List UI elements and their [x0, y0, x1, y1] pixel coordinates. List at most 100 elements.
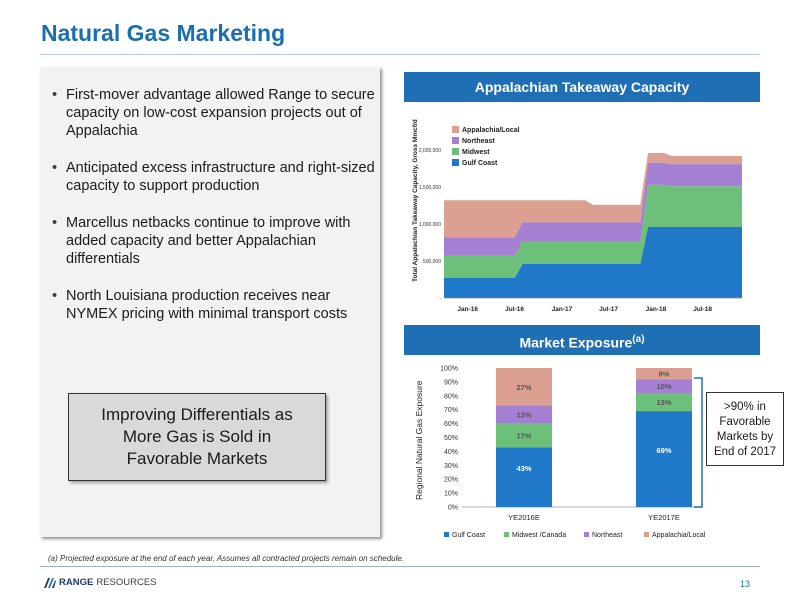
area-legend-swatch	[452, 126, 459, 133]
bullet-item: Anticipated excess infrastructure and ri…	[52, 159, 377, 195]
bar-segment	[636, 379, 692, 394]
bar-legend-swatch	[584, 532, 589, 537]
area-y-tick-label: 1,500,000	[419, 185, 441, 191]
bar-y-tick-label: 90%	[444, 379, 458, 386]
bar-legend-label: Northeast	[592, 532, 622, 539]
bullet-item: First-mover advantage allowed Range to s…	[52, 86, 377, 140]
bar-data-label: 27%	[516, 383, 531, 392]
bar-legend: Gulf Coast Midwest /Canada Northeast Appala…	[444, 532, 706, 539]
area-layers	[444, 153, 742, 298]
bar-category-label: YE2016E	[508, 513, 540, 522]
exposure-chart-title: Market Exposure	[519, 334, 633, 351]
bar-y-tick-label: 60%	[444, 421, 458, 428]
area-x-tick-label: Jan-17	[552, 306, 573, 313]
bar-segment	[496, 405, 552, 424]
footnote: (a) Projected exposure at the end of eac…	[48, 554, 405, 563]
area-legend-swatch	[452, 159, 459, 166]
bar-legend-label: Gulf Coast	[452, 532, 485, 539]
favorable-bracket	[694, 377, 703, 508]
takeaway-chart-title: Appalachian Takeaway Capacity	[474, 79, 690, 95]
bar-y-tick-label: 20%	[444, 477, 458, 484]
area-x-axis: Jan-16 Jul-16 Jan-17 Jul-17 Jan-18 Jul-18	[457, 306, 712, 313]
area-series-gulf-coast	[444, 227, 742, 298]
bar-data-label: 13%	[516, 411, 531, 420]
bar-y-tick-label: 0%	[448, 505, 458, 512]
bar-legend-label: Midwest /Canada	[512, 532, 566, 539]
callout-box: Improving Differentials as More Gas is S…	[68, 393, 326, 481]
area-x-tick-label: Jul-18	[693, 306, 712, 313]
logo-mark-icon	[44, 577, 56, 588]
bar-segment	[636, 411, 692, 507]
note-line: >90% in	[724, 401, 766, 413]
page-title: Natural Gas Marketing	[41, 20, 286, 46]
area-legend-label: Gulf Coast	[462, 160, 498, 167]
bar-legend-swatch	[504, 532, 509, 537]
bar-y-tick-label: 40%	[444, 449, 458, 456]
area-x-tick-label: Jan-16	[457, 306, 478, 313]
bullet-item: Marcellus netbacks continue to improve w…	[52, 214, 377, 268]
bar-y-tick-label: 70%	[444, 407, 458, 414]
bar-data-label: 69%	[656, 446, 671, 455]
bar-y-tick-label: 80%	[444, 393, 458, 400]
bar-segment	[496, 447, 552, 507]
bullet-item: North Louisiana production receives near…	[52, 287, 377, 323]
callout-line: More Gas is Sold in	[122, 427, 272, 446]
page-number: 13	[740, 579, 751, 589]
bar-legend-swatch	[644, 532, 649, 537]
area-y-tick-label: 500,000	[423, 259, 441, 265]
area-legend-swatch	[452, 148, 459, 155]
bar-y-tick-label: 10%	[444, 491, 458, 498]
bar-data-label: 17%	[516, 431, 531, 440]
exposure-bar-chart: 0% 10% 20% 30% 40% 50% 60% 70% 80% 90% 100% 43% 17%…	[414, 366, 706, 540]
area-y-axis-label: Total Appalachian Takeaway Capacity, Gro…	[412, 119, 419, 282]
company-logo: RANGE RESOURCES	[44, 577, 157, 588]
bar-legend-label: Appalachia/Local	[652, 532, 706, 539]
bar-y-tick-label: 30%	[444, 463, 458, 470]
bar-category-label: YE2017E	[648, 513, 680, 522]
bar-segment	[496, 368, 552, 406]
note-line: Favorable	[719, 416, 771, 428]
callout-line: Favorable Markets	[126, 449, 268, 468]
area-legend-label: Northeast	[462, 138, 495, 145]
bar-data-label: 13%	[656, 398, 671, 407]
bar-segment	[636, 393, 692, 412]
area-series-northeast	[444, 162, 742, 256]
bar-y-tick-label: 100%	[440, 366, 458, 373]
exposure-chart-header: Market Exposure(a)	[404, 325, 760, 355]
bar-segments: 43% 17% 13% 27% 69% 13% 10% 8%	[496, 368, 692, 507]
takeaway-chart-header: Appalachian Takeaway Capacity	[404, 72, 760, 102]
area-y-tick-label: 1,000,000	[419, 222, 441, 228]
logo-text-secondary: RESOURCES	[96, 577, 157, 588]
bar-data-label: 10%	[656, 382, 671, 391]
takeaway-area-chart: - 500,000 1,000,000 1,500,000 2,000,000 Jan-…	[412, 119, 742, 313]
area-y-tick-label: 2,000,000	[419, 148, 441, 154]
area-legend: Appalachia/Local Northeast Midwest Gulf Coa…	[452, 126, 520, 167]
footer-divider	[40, 566, 760, 567]
bar-y-tick-label: 50%	[444, 435, 458, 442]
bar-x-axis: YE2016E YE2017E	[508, 513, 680, 522]
callout-line: Improving Differentials as	[101, 405, 293, 424]
area-y-axis: - 500,000 1,000,000 1,500,000 2,000,000	[419, 148, 742, 302]
area-x-tick-label: Jul-17	[599, 306, 618, 313]
note-line: Markets by	[716, 431, 774, 443]
title-divider	[40, 54, 760, 55]
bar-segment	[636, 368, 692, 380]
bar-data-label: 43%	[516, 464, 531, 473]
area-x-tick-label: Jul-16	[505, 306, 524, 313]
area-series-appalachia-local	[444, 153, 742, 238]
bullet-list: First-mover advantage allowed Range to s…	[52, 86, 377, 342]
favorable-markets-note: >90% in Favorable Markets by End of 2017	[706, 392, 784, 466]
bar-data-label: 8%	[659, 370, 670, 379]
area-legend-label: Appalachia/Local	[462, 127, 520, 134]
logo-text: RANGE	[59, 577, 94, 588]
bar-y-axis-label: Regional Natural Gas Exposure	[414, 380, 424, 500]
area-legend-label: Midwest	[462, 149, 490, 156]
exposure-chart-footnote-mark: (a)	[632, 334, 645, 345]
note-line: End of 2017	[713, 446, 777, 458]
area-legend-swatch	[452, 137, 459, 144]
bar-legend-swatch	[444, 532, 449, 537]
area-x-tick-label: Jan-18	[646, 306, 667, 313]
area-series-midwest	[444, 184, 742, 278]
bar-segment	[496, 423, 552, 448]
area-y-tick-label: -	[439, 296, 441, 302]
